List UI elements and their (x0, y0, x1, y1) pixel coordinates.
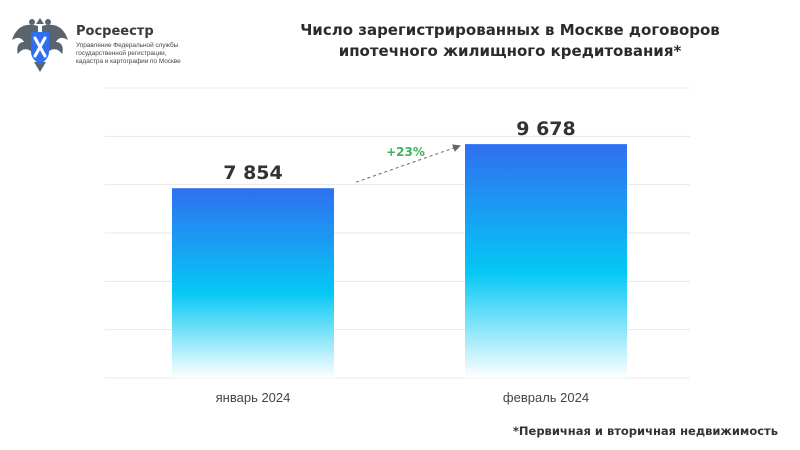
chart-title-line: ипотечного жилищного кредитования* (338, 42, 682, 60)
rosreestr-emblem-icon (12, 18, 68, 72)
brand-subtitle-line: государственной регистрации, (76, 50, 167, 58)
growth-label: +23% (386, 145, 425, 159)
bar-value-label: 9 678 (516, 118, 576, 140)
brand-subtitle-line: Управление Федеральной службы (76, 42, 179, 49)
brand-subtitle-line: кадастра и картографии по Москве (76, 58, 181, 66)
category-label: январь 2024 (216, 390, 291, 405)
growth-arrow (355, 144, 461, 183)
bar-value-label: 7 854 (223, 162, 283, 184)
footnote: *Первичная и вторичная недвижимость (512, 424, 778, 438)
bar (172, 188, 334, 378)
chart-title: Число зарегистрированных в Москве догово… (270, 20, 750, 62)
brand-name: Росреестр (76, 24, 154, 39)
category-label: февраль 2024 (503, 390, 589, 405)
bar (465, 144, 627, 378)
chart-title-line: Число зарегистрированных в Москве догово… (300, 21, 720, 39)
brand-subtitle: Управление Федеральной службы государств… (76, 42, 226, 67)
